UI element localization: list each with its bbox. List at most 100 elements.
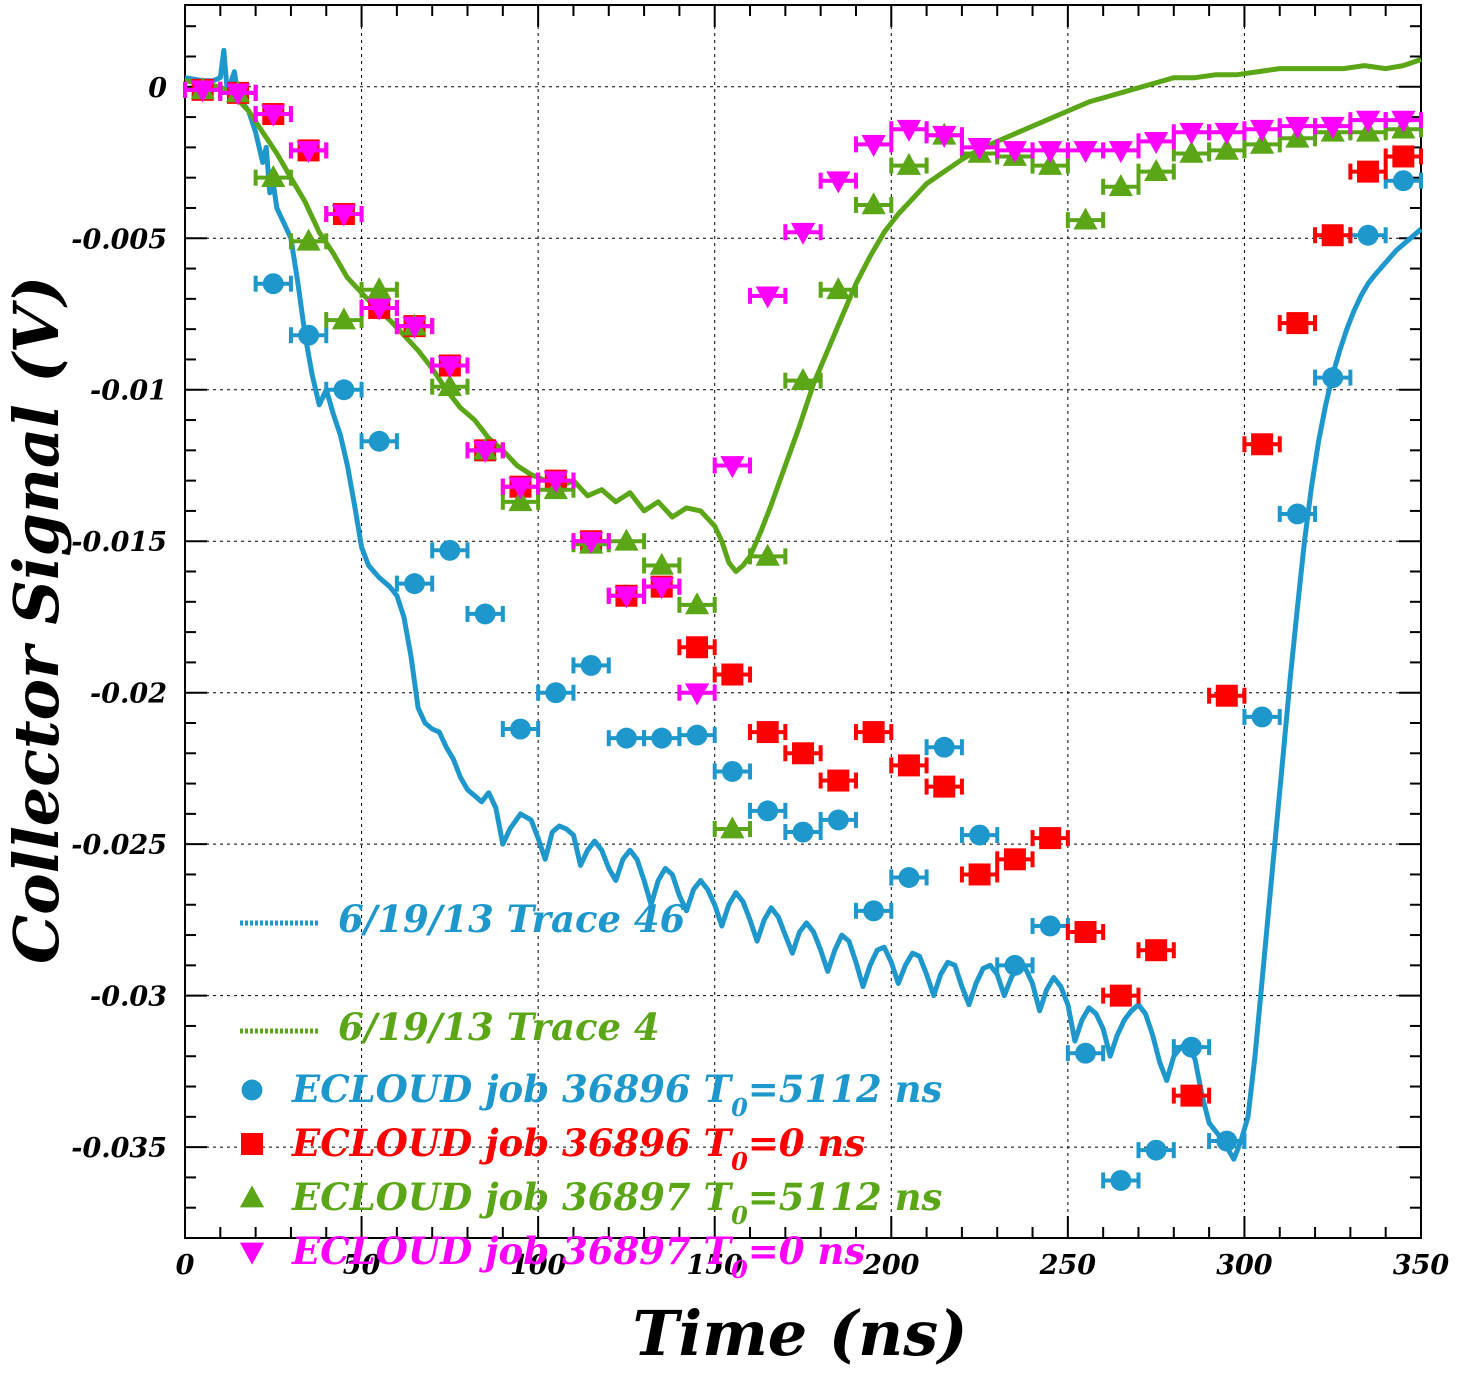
circle-marker [510, 718, 531, 740]
square-marker [686, 636, 709, 659]
triangle-down-marker [896, 119, 922, 142]
legend-label: 6/19/13 Trace 46 [338, 897, 685, 941]
triangle-down-marker [296, 141, 321, 164]
square-marker [1215, 684, 1238, 707]
triangle-up-marker [861, 192, 886, 215]
triangle-up-marker [896, 152, 922, 175]
square-marker [1357, 160, 1380, 183]
circle-marker [827, 809, 849, 831]
triangle-up-marker [296, 228, 321, 251]
square-marker [792, 742, 814, 765]
triangle-up-marker [720, 816, 745, 839]
triangle-down-marker [1285, 116, 1310, 139]
circle-marker [474, 603, 496, 625]
y-tick-label: -0.015 [71, 527, 167, 558]
x-tick-label: 50 [343, 1250, 381, 1281]
circle-marker [721, 761, 743, 782]
circle-marker [969, 824, 991, 846]
axes: 0 50 100 150 200 250 300 350 0 -0.005 -0.01 -0.015 -… [71, 4, 1450, 1281]
triangle-down-marker [1355, 110, 1381, 133]
x-tick-label: 350 [1393, 1250, 1450, 1281]
circle-marker [298, 324, 320, 346]
square-marker [1003, 848, 1026, 871]
circle-marker [1216, 1130, 1238, 1152]
square-marker [897, 754, 920, 777]
square-marker [862, 721, 885, 744]
circle-marker [1181, 1036, 1202, 1058]
legend-subscript: 0 [731, 1255, 748, 1284]
triangle-down-marker [684, 683, 710, 706]
circle-marker [1322, 367, 1344, 389]
square-marker [827, 769, 850, 792]
circle-marker [1110, 1169, 1132, 1191]
legend-label: 6/19/13 Trace 4 [338, 1005, 660, 1049]
circle-marker [1357, 224, 1379, 246]
y-tick-label: -0.005 [71, 224, 167, 255]
triangle-up-marker [1249, 131, 1275, 154]
triangle-down-marker [225, 83, 251, 106]
square-marker [933, 775, 956, 798]
x-tick-label: 300 [1216, 1250, 1273, 1281]
circle-marker [1075, 1042, 1096, 1064]
triangle-up-marker [1038, 152, 1063, 175]
x-axis-title: Time (ns) [633, 1297, 968, 1370]
triangle-down-marker [437, 356, 462, 379]
square-marker [721, 663, 744, 686]
circle-marker [439, 539, 461, 561]
triangle-down-marker [1108, 141, 1133, 164]
y-tick-label: -0.03 [90, 982, 167, 1013]
triangle-up-marker [331, 307, 357, 330]
circle-marker [1251, 706, 1273, 728]
y-tick-label: -0.035 [71, 1133, 167, 1164]
circle-marker [404, 573, 425, 595]
triangle-down-marker [1002, 141, 1027, 164]
square-marker [1145, 939, 1168, 962]
x-tick-label: 150 [687, 1250, 744, 1281]
triangle-up-marker [437, 374, 462, 397]
triangle-down-marker [1391, 110, 1416, 133]
square-marker [241, 1133, 263, 1155]
triangle-down-marker [331, 204, 357, 227]
circle-marker [545, 682, 567, 704]
circle-marker [933, 736, 955, 758]
circle-marker [241, 1079, 263, 1101]
triangle-down-marker [1073, 141, 1098, 164]
square-marker [1109, 984, 1132, 1007]
triangle-up-marker [755, 543, 780, 566]
x-tick-label: 250 [1039, 1250, 1097, 1281]
legend-label: ECLOUD job 36897 T0=5112 ns [291, 1175, 943, 1230]
legend-subscript: 0 [731, 1093, 748, 1122]
square-marker [1251, 433, 1274, 456]
y-tick-label: -0.02 [90, 679, 167, 710]
triangle-up-marker [1144, 158, 1169, 181]
circle-marker [792, 821, 814, 843]
triangle-up-marker [614, 528, 639, 551]
triangle-down-marker [1214, 122, 1239, 145]
y-tick-label: -0.01 [90, 376, 167, 407]
triangle-down-marker [190, 80, 215, 103]
triangle-up-marker [1108, 174, 1133, 197]
triangle-down-marker [932, 125, 957, 148]
triangle-down-marker [261, 104, 286, 127]
circle-marker [863, 900, 885, 922]
circle-marker [368, 430, 390, 452]
square-marker [756, 721, 779, 744]
legend-label: ECLOUD job 36896 T0=0 ns [291, 1121, 865, 1176]
legend-subscript: 0 [731, 1147, 748, 1176]
legend-label-tail: =0 ns [748, 1229, 866, 1273]
triangle-down-marker [1320, 116, 1345, 139]
square-marker [1286, 312, 1309, 335]
circle-marker [1039, 915, 1061, 937]
legend: 6/19/13 Trace 46 6/19/13 Trace 4 ECLOUD jo… [239, 897, 943, 1284]
square-marker [1074, 921, 1097, 944]
triangle-up-marker [826, 277, 851, 300]
triangle-down-marker [473, 440, 498, 463]
plot-frame [184, 4, 1422, 1239]
triangle-up-marker [684, 592, 710, 615]
y-axis-title: Collector Signal (V) [0, 276, 73, 964]
triangle-up-marker [261, 165, 286, 188]
triangle-down-marker [239, 1242, 265, 1265]
square-marker [1180, 1084, 1203, 1107]
